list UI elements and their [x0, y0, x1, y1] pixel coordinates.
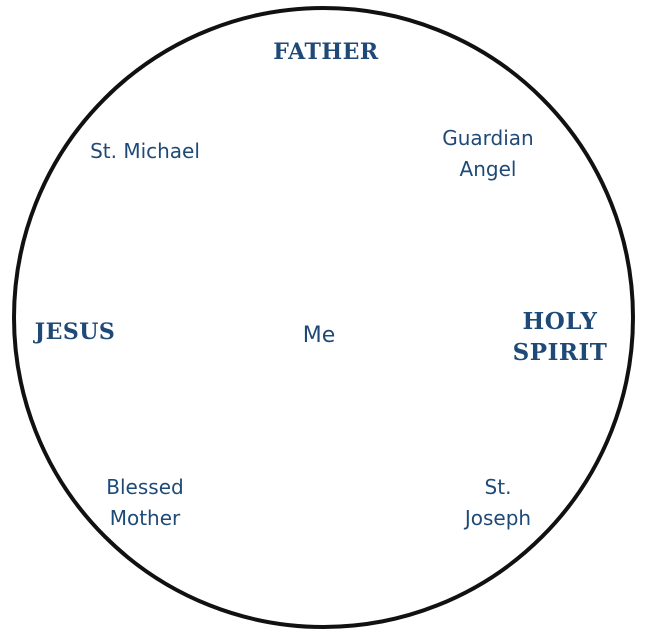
- node-guardian-angel: Guardian Angel: [430, 123, 546, 185]
- outer-circle: [12, 6, 635, 629]
- node-father: FATHER: [273, 39, 379, 65]
- node-holy-spirit-line-1: HOLY: [522, 308, 598, 335]
- node-holy-spirit: HOLY SPIRIT: [506, 306, 614, 368]
- node-holy-spirit-line-2: SPIRIT: [512, 339, 608, 366]
- node-guardian-angel-line-1: Guardian: [442, 126, 534, 150]
- node-blessed-mother-line-1: Blessed: [106, 475, 184, 499]
- node-blessed-mother: Blessed Mother: [98, 472, 192, 534]
- node-guardian-angel-line-2: Angel: [459, 157, 517, 181]
- node-jesus: JESUS: [34, 319, 116, 345]
- node-st-michael: St. Michael: [90, 139, 200, 163]
- node-st-joseph-line-2: Joseph: [464, 506, 532, 530]
- node-st-joseph-line-1: St.: [484, 475, 512, 499]
- node-me: Me: [302, 323, 336, 348]
- node-st-joseph: St. Joseph: [450, 472, 546, 534]
- node-blessed-mother-line-2: Mother: [109, 506, 181, 530]
